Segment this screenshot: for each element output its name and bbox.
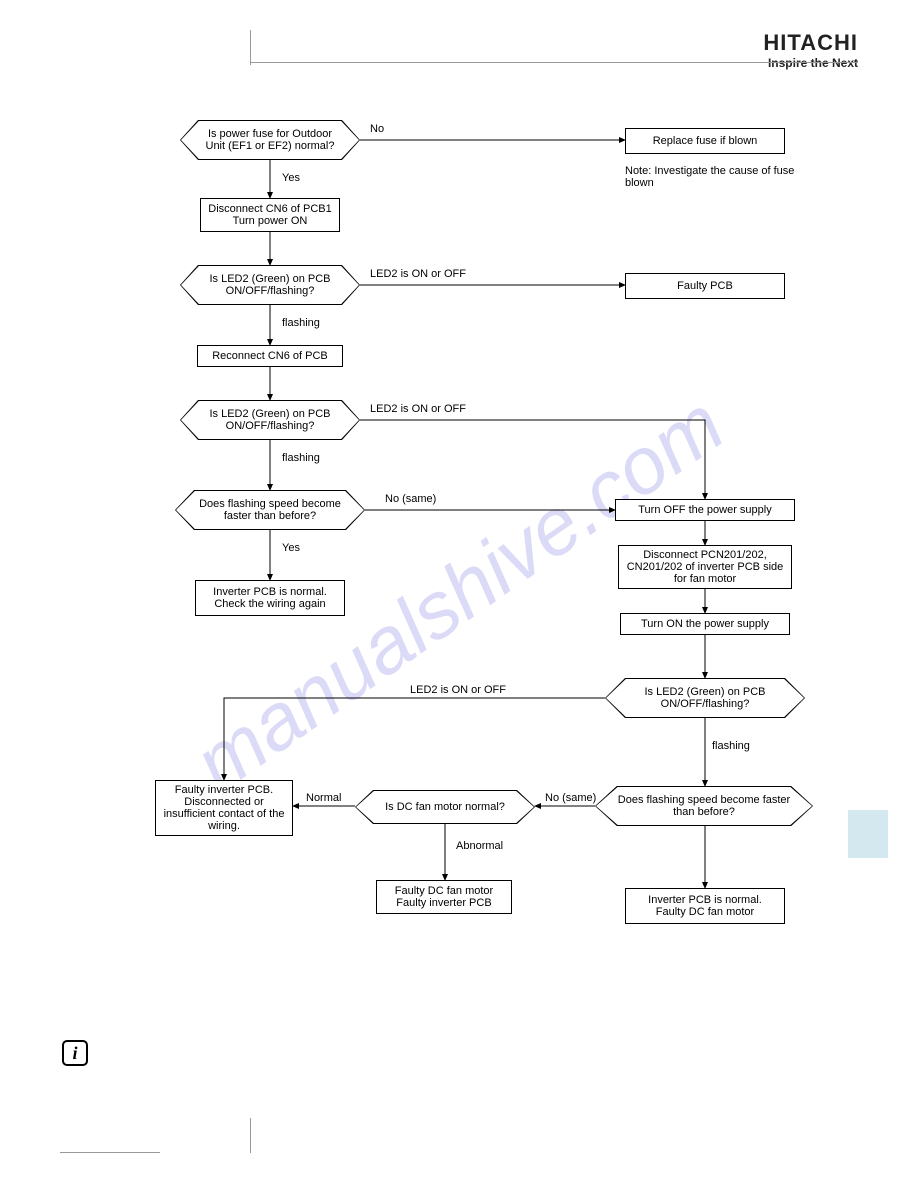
process-node: Turn ON the power supply — [620, 613, 790, 635]
process-node: Inverter PCB is normal.Faulty DC fan mot… — [625, 888, 785, 924]
edge-label: Yes — [282, 172, 300, 184]
decision-node: Is power fuse for Outdoor Unit (EF1 or E… — [180, 120, 360, 160]
note-text: Note: Investigate the cause of fuse blow… — [625, 165, 795, 189]
decision-node: Does flashing speed become faster than b… — [175, 490, 365, 530]
decision-node: Is LED2 (Green) on PCB ON/OFF/flashing? — [605, 678, 805, 718]
process-node: Reconnect CN6 of PCB — [197, 345, 343, 367]
process-node: Replace fuse if blown — [625, 128, 785, 154]
process-node: Faulty inverter PCB. Disconnected or ins… — [155, 780, 293, 836]
decision-node: Is LED2 (Green) on PCB ON/OFF/flashing? — [180, 265, 360, 305]
flowchart-container: Is power fuse for Outdoor Unit (EF1 or E… — [0, 0, 918, 1188]
edge-label: Yes — [282, 542, 300, 554]
edge-label: Normal — [306, 792, 341, 804]
edge-label: LED2 is ON or OFF — [370, 403, 466, 415]
process-node: Disconnect PCN201/202, CN201/202 of inve… — [618, 545, 792, 589]
process-node: Faulty DC fan motorFaulty inverter PCB — [376, 880, 512, 914]
process-node: Inverter PCB is normal.Check the wiring … — [195, 580, 345, 616]
edge-label: flashing — [282, 317, 320, 329]
edge-label: Abnormal — [456, 840, 503, 852]
edge-label: No — [370, 123, 384, 135]
decision-node: Does flashing speed become faster than b… — [595, 786, 813, 826]
decision-node: Is LED2 (Green) on PCB ON/OFF/flashing? — [180, 400, 360, 440]
process-node: Turn OFF the power supply — [615, 499, 795, 521]
process-node: Faulty PCB — [625, 273, 785, 299]
edge-label: LED2 is ON or OFF — [410, 684, 506, 696]
edge-label: No (same) — [385, 493, 436, 505]
edge-label: flashing — [282, 452, 320, 464]
edge-label: flashing — [712, 740, 750, 752]
edge-label: No (same) — [545, 792, 596, 804]
decision-node: Is DC fan motor normal? — [355, 790, 535, 824]
edge-label: LED2 is ON or OFF — [370, 268, 466, 280]
process-node: Disconnect CN6 of PCB1Turn power ON — [200, 198, 340, 232]
